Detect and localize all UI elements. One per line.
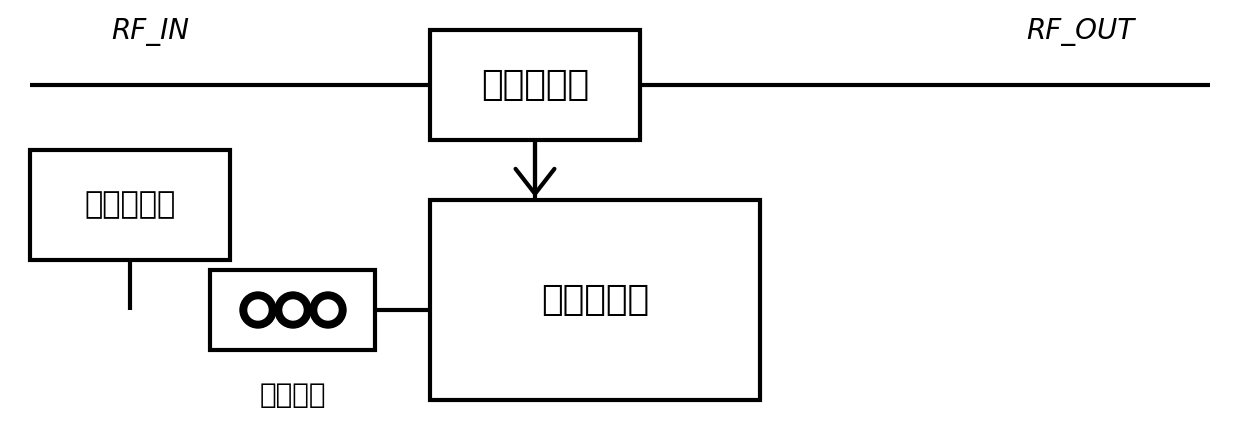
Bar (210, 270, 374, 350)
Text: RF_OUT: RF_OUT (1025, 18, 1135, 46)
Circle shape (317, 300, 339, 320)
Circle shape (283, 300, 303, 320)
Bar (30, 150, 229, 260)
Circle shape (310, 292, 346, 328)
Circle shape (241, 292, 277, 328)
Circle shape (248, 300, 268, 320)
Bar (430, 200, 760, 400)
Circle shape (275, 292, 311, 328)
Text: 插片插座: 插片插座 (259, 381, 326, 409)
Text: 参考信号源: 参考信号源 (84, 191, 176, 220)
Text: 微控制单元: 微控制单元 (541, 283, 649, 317)
Text: RF_IN: RF_IN (112, 18, 188, 46)
Bar (430, 30, 640, 140)
Text: 电调衰减器: 电调衰减器 (481, 68, 589, 102)
